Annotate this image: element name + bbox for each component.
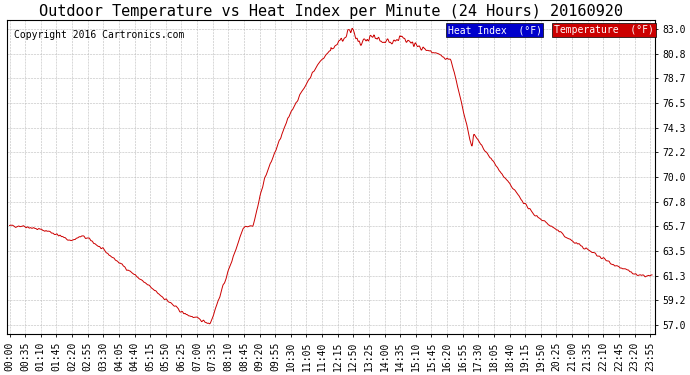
Text: Copyright 2016 Cartronics.com: Copyright 2016 Cartronics.com [14,30,184,40]
Title: Outdoor Temperature vs Heat Index per Minute (24 Hours) 20160920: Outdoor Temperature vs Heat Index per Mi… [39,4,623,19]
Text: Heat Index  (°F): Heat Index (°F) [448,25,542,35]
Text: Temperature  (°F): Temperature (°F) [554,25,654,35]
